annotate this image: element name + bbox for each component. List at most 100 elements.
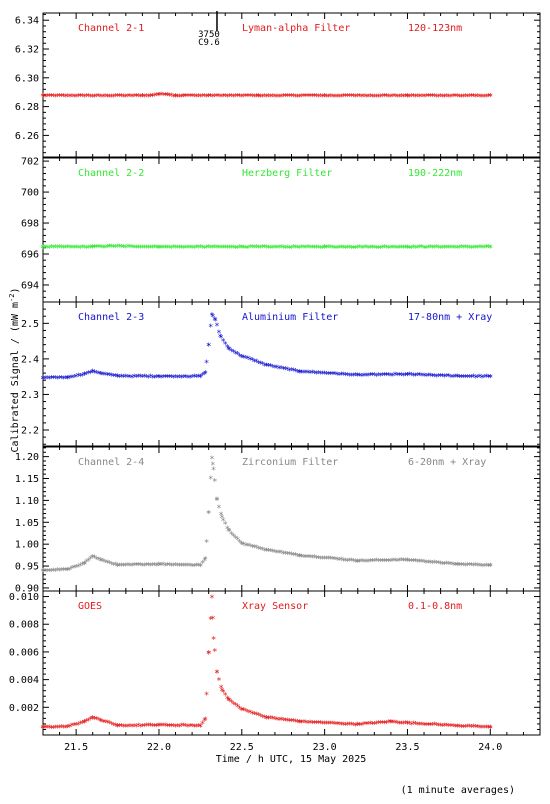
data-point: *: [78, 244, 83, 254]
data-point: *: [341, 557, 346, 567]
data-point: *: [187, 374, 192, 384]
data-point: *: [258, 360, 263, 370]
data-point: *: [469, 562, 474, 572]
data-point: *: [233, 350, 238, 360]
data-point: *: [372, 244, 377, 254]
data-point: *: [463, 723, 468, 733]
data-point: *: [454, 93, 459, 103]
data-point: *: [243, 708, 248, 718]
data-point: *: [191, 93, 196, 103]
data-point: *: [42, 93, 47, 103]
data-point: *: [343, 721, 348, 731]
data-point: *: [113, 722, 118, 732]
data-point: *: [276, 93, 281, 103]
data-point: *: [297, 369, 302, 379]
data-point: *: [479, 93, 484, 103]
data-point: *: [67, 723, 72, 733]
data-point: *: [142, 373, 147, 383]
panel-frame: [42, 590, 541, 736]
data-point: *: [98, 243, 103, 253]
data-point: *: [438, 372, 443, 382]
data-point: *: [98, 557, 103, 567]
data-point: *: [148, 722, 153, 732]
data-point: *: [457, 561, 462, 571]
data-point: *: [189, 244, 194, 254]
data-point: *: [488, 244, 493, 254]
data-point: *: [463, 373, 468, 383]
data-point: *: [247, 356, 252, 366]
data-point: *: [138, 93, 143, 103]
channel-label: GOES: [78, 601, 102, 612]
data-point: *: [405, 93, 410, 103]
data-point: *: [312, 720, 317, 730]
data-point: *: [53, 374, 58, 384]
data-point: *: [109, 372, 114, 382]
data-point: *: [194, 244, 199, 254]
data-point: *: [291, 551, 296, 561]
data-point: *: [181, 374, 186, 384]
data-point: *: [459, 244, 464, 254]
data-point: *: [71, 722, 76, 732]
data-point: *: [247, 93, 252, 103]
data-point: *: [481, 562, 486, 572]
data-point: *: [177, 562, 182, 572]
data-point: *: [446, 373, 451, 383]
data-point: *: [488, 244, 493, 254]
data-point: *: [136, 244, 141, 254]
data-point: *: [254, 711, 259, 721]
data-point: *: [225, 344, 230, 354]
data-point: *: [67, 374, 72, 384]
data-point: *: [376, 93, 381, 103]
data-point: *: [133, 244, 138, 254]
data-point: *: [444, 93, 449, 103]
data-point: *: [227, 528, 232, 538]
data-point: *: [218, 333, 223, 343]
data-point: *: [465, 723, 470, 733]
data-point: *: [49, 724, 54, 734]
data-point: *: [90, 715, 95, 725]
data-point: *: [423, 372, 428, 382]
data-point: *: [477, 244, 482, 254]
data-point: *: [183, 244, 188, 254]
data-point: *: [394, 719, 399, 729]
data-point: *: [477, 724, 482, 734]
data-point: *: [471, 373, 476, 383]
data-point: *: [187, 562, 192, 572]
data-point: *: [465, 244, 470, 254]
data-point: *: [40, 375, 45, 385]
data-point: *: [281, 550, 286, 560]
data-point: *: [471, 93, 476, 103]
data-point: *: [440, 372, 445, 382]
data-point: *: [94, 92, 99, 102]
data-point: *: [209, 594, 214, 604]
data-point: *: [401, 557, 406, 567]
data-point: *: [94, 370, 99, 380]
data-point: *: [382, 372, 387, 382]
data-point: *: [264, 715, 269, 725]
data-point: *: [481, 93, 486, 103]
data-point: *: [82, 244, 87, 254]
data-point: *: [203, 716, 208, 726]
data-point: *: [322, 244, 327, 254]
y-tick-label: 1.00: [15, 540, 39, 551]
data-point: *: [156, 561, 161, 571]
data-point: *: [59, 92, 64, 102]
x-tick-label: 22.5: [230, 742, 254, 753]
data-point: *: [219, 514, 224, 524]
data-point: *: [440, 560, 445, 570]
data-point: *: [276, 244, 281, 254]
data-point: *: [256, 712, 261, 722]
data-point: *: [162, 92, 167, 102]
data-point: *: [386, 372, 391, 382]
data-point: *: [206, 244, 211, 254]
data-point: *: [442, 244, 447, 254]
data-point: *: [353, 372, 358, 382]
data-point: *: [370, 557, 375, 567]
data-point: *: [291, 244, 296, 254]
data-point: *: [138, 244, 143, 254]
data-point: *: [272, 93, 277, 103]
y-tick-label: 6.26: [15, 131, 39, 142]
data-point: *: [258, 244, 263, 254]
data-point: *: [357, 721, 362, 731]
data-point: *: [154, 92, 159, 102]
